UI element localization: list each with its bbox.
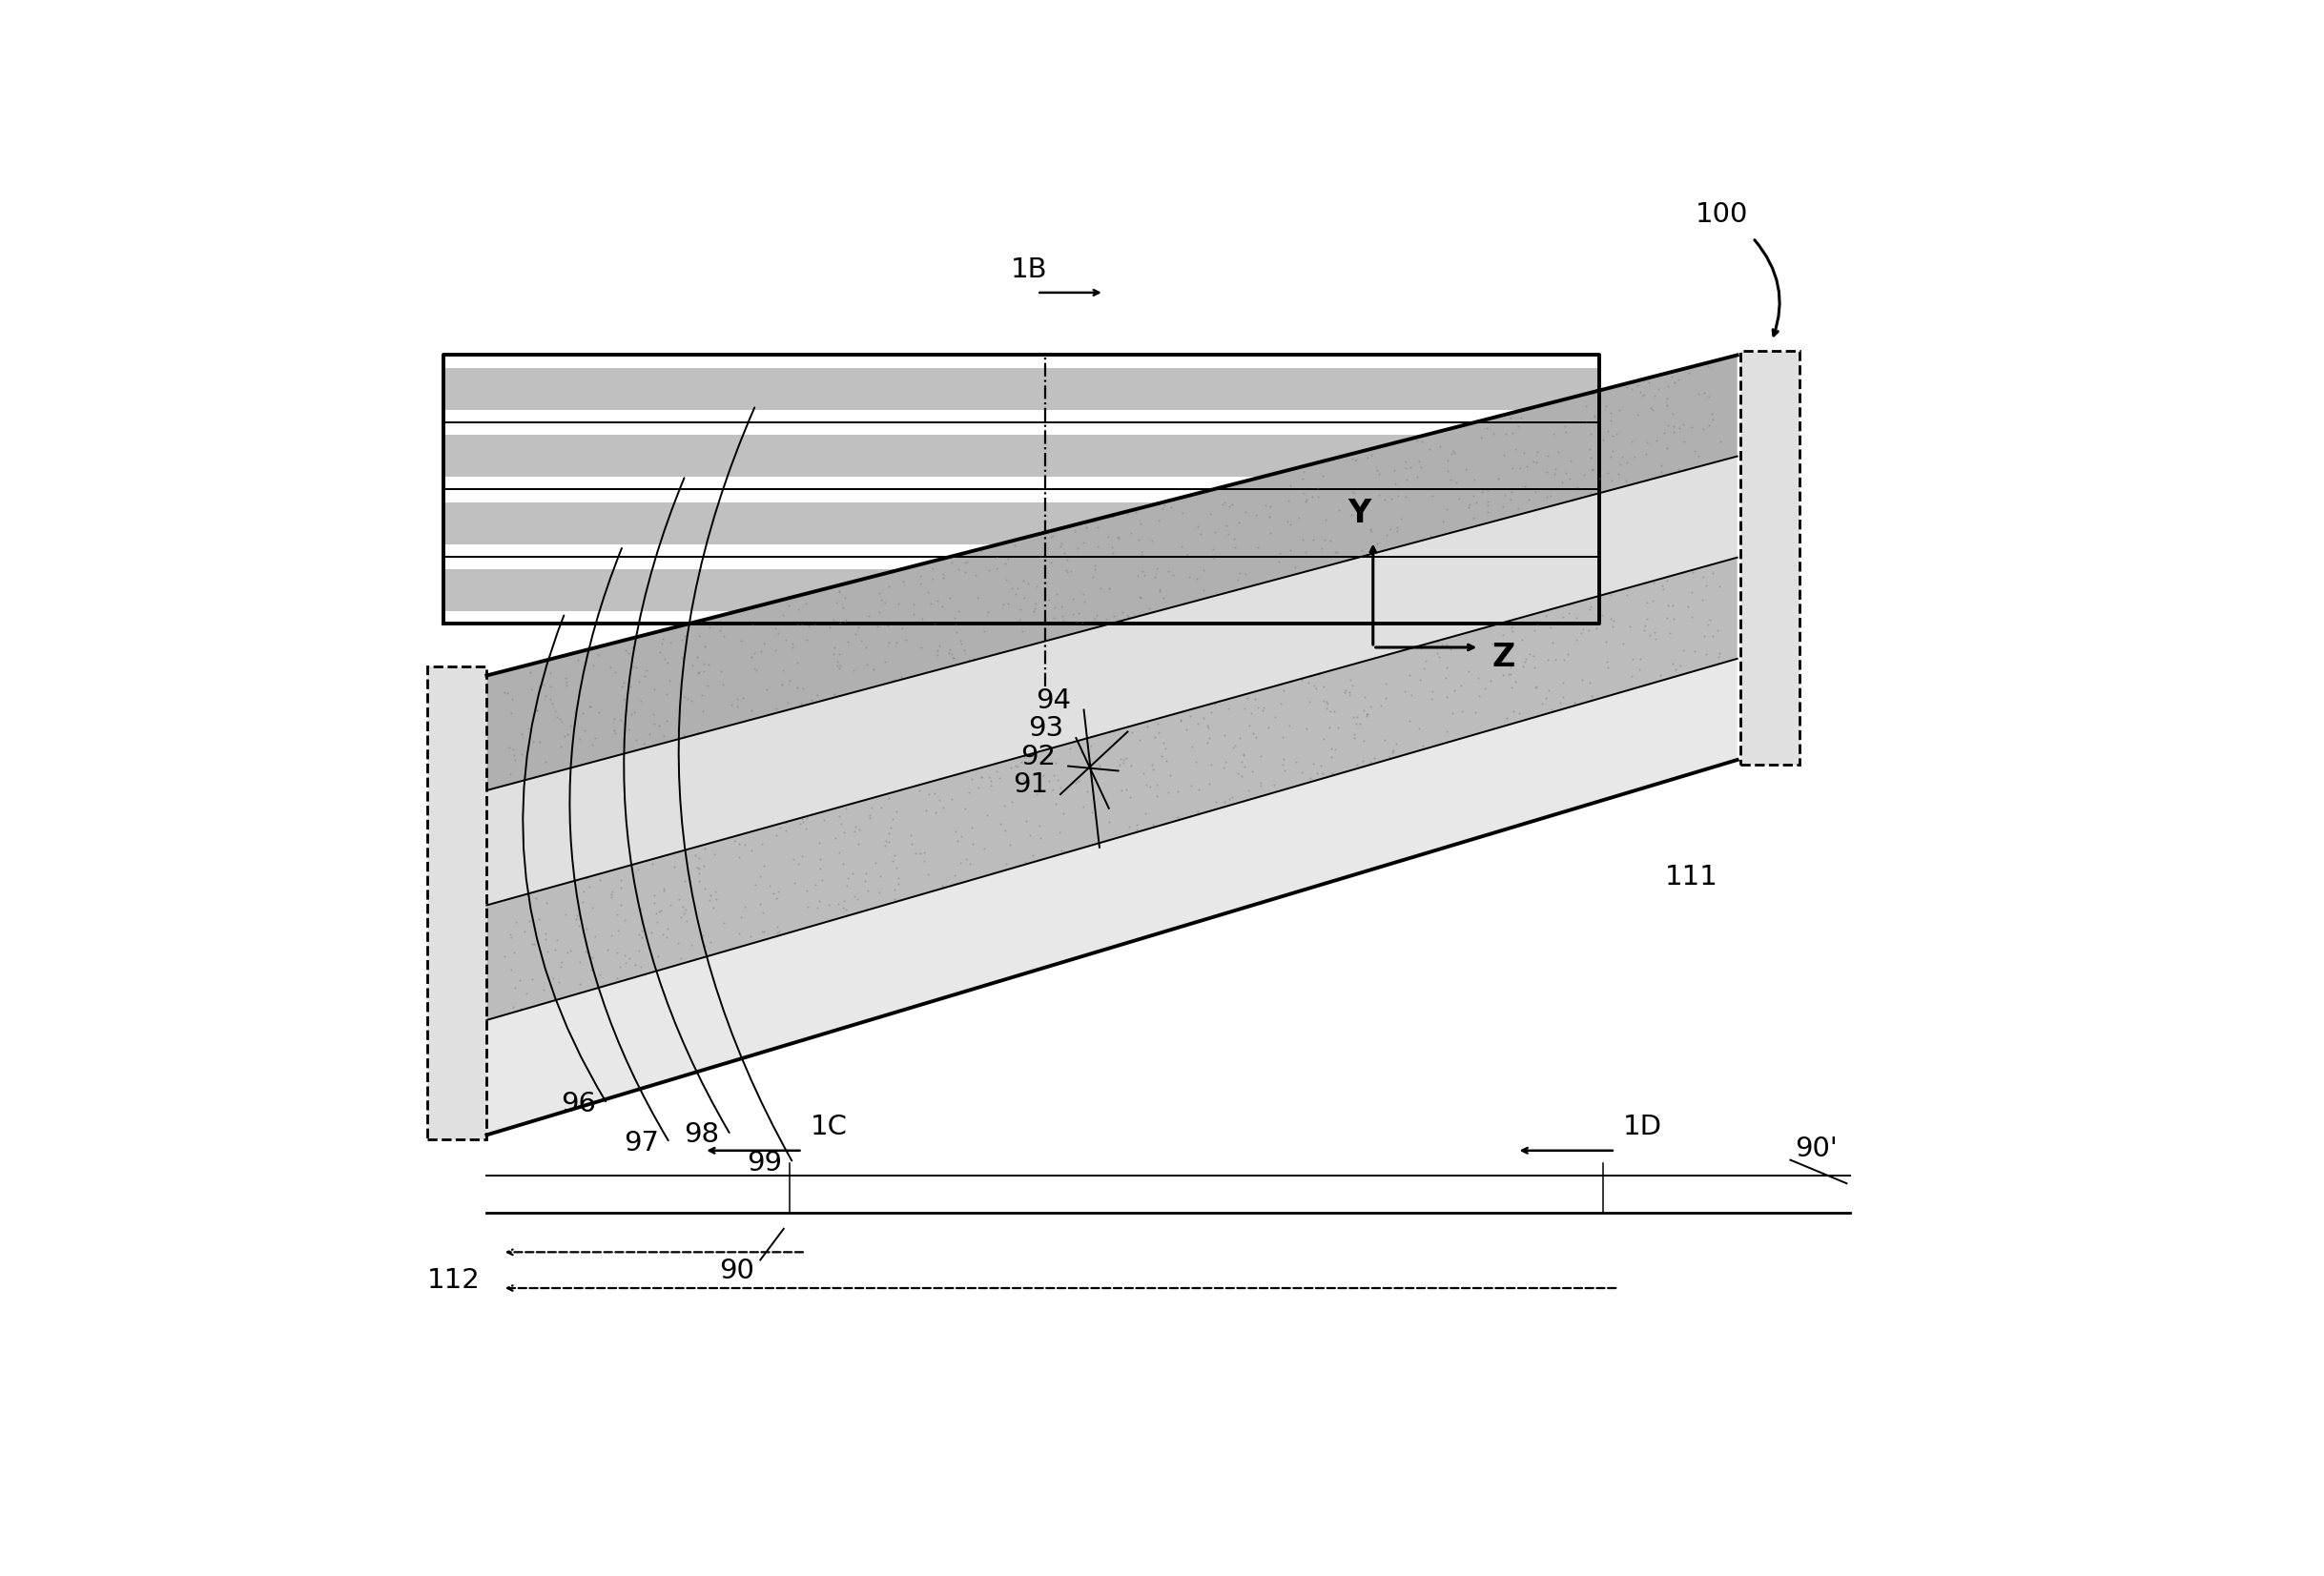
Text: Z: Z <box>1492 641 1515 673</box>
Text: 90: 90 <box>718 1258 755 1284</box>
Text: 97: 97 <box>623 1130 658 1157</box>
Text: 90': 90' <box>1794 1136 1838 1163</box>
Polygon shape <box>444 503 1599 544</box>
Text: 1C: 1C <box>811 1114 848 1141</box>
Polygon shape <box>1741 350 1799 764</box>
Text: 91: 91 <box>1013 772 1048 797</box>
Polygon shape <box>444 569 1599 611</box>
Polygon shape <box>428 667 486 1139</box>
Polygon shape <box>444 367 1599 410</box>
Text: 100: 100 <box>1694 202 1748 229</box>
Polygon shape <box>444 422 1599 490</box>
Text: 96: 96 <box>560 1091 597 1117</box>
Polygon shape <box>444 435 1599 478</box>
Polygon shape <box>444 556 1599 624</box>
Polygon shape <box>486 558 1738 1020</box>
Text: 98: 98 <box>683 1122 720 1149</box>
Polygon shape <box>444 490 1599 556</box>
Text: 1D: 1D <box>1622 1114 1662 1141</box>
Polygon shape <box>486 457 1738 905</box>
Text: 93: 93 <box>1027 716 1064 742</box>
Polygon shape <box>486 355 1738 790</box>
Polygon shape <box>444 355 1599 422</box>
Polygon shape <box>486 659 1738 1135</box>
Text: 94: 94 <box>1037 687 1071 714</box>
Text: 99: 99 <box>746 1150 783 1176</box>
Text: 111: 111 <box>1666 864 1720 890</box>
Text: 92: 92 <box>1020 744 1055 771</box>
Text: Y: Y <box>1348 498 1371 530</box>
Text: 1B: 1B <box>1011 255 1048 282</box>
Text: 112: 112 <box>428 1267 481 1294</box>
